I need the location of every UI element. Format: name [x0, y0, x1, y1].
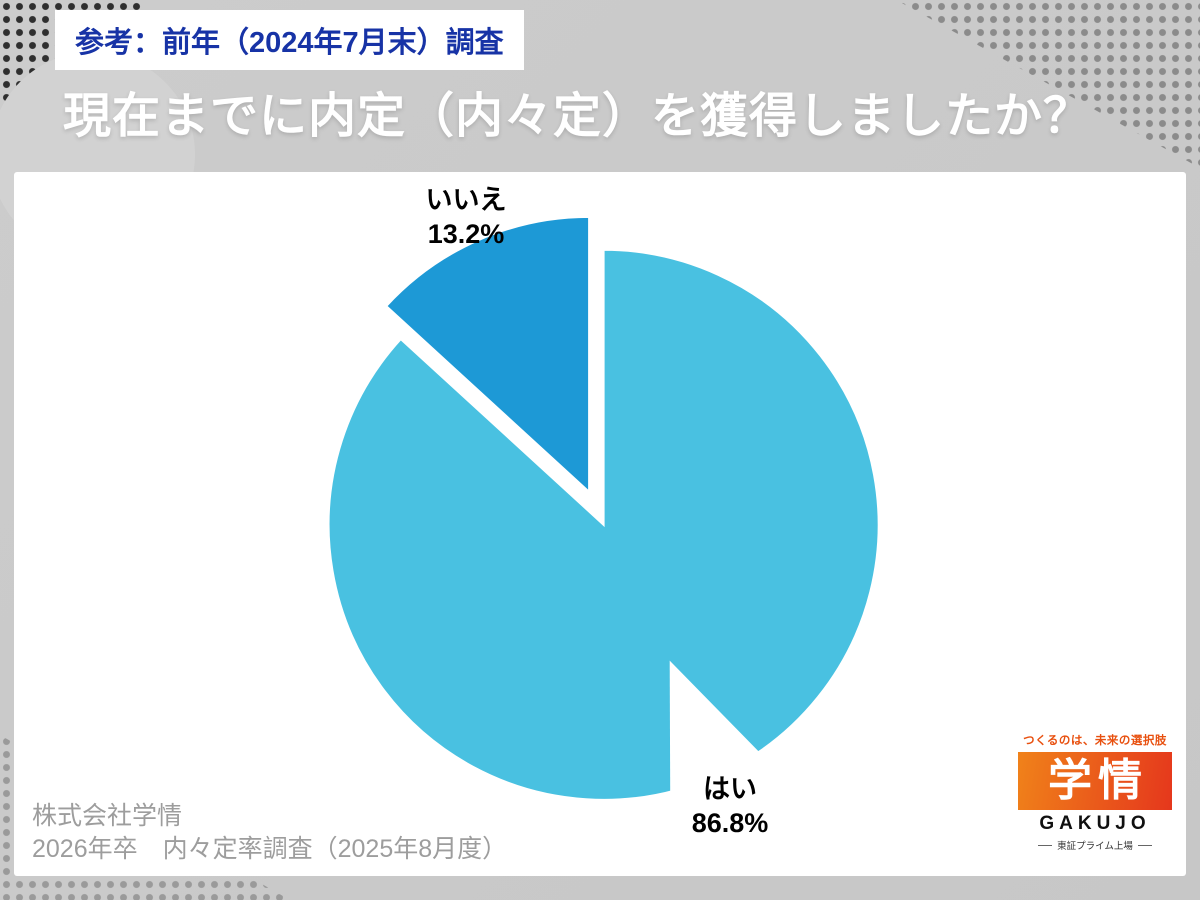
- pie-label-no: いいえ 13.2%: [366, 184, 566, 252]
- survey-footnote: 株式会社学情 2026年卒 内々定率調査（2025年8月度）: [32, 800, 507, 866]
- pie-label-no-text: いいえ: [425, 185, 507, 215]
- gakujo-logo: つくるのは、未来の選択肢 学情 GAKUJO 東証プライム上場: [1018, 732, 1172, 852]
- survey-name: 2026年卒 内々定率調査（2025年8月度）: [32, 835, 508, 863]
- logo-note-text: 東証プライム上場: [1057, 841, 1133, 852]
- logo-note-rule-left: [1038, 844, 1053, 846]
- pie-label-no-value: 13.2%: [427, 218, 505, 249]
- pie-label-yes-value: 86.8%: [691, 807, 769, 838]
- pie-label-yes: はい 86.8%: [630, 773, 830, 841]
- chart-card: いいえ 13.2% はい 86.8% 株式会社学情 2026年卒 内々定率調査（…: [14, 172, 1186, 876]
- logo-listing-note: 東証プライム上場: [1018, 838, 1172, 852]
- reference-badge: 参考：前年（2024年7月末）調査: [55, 10, 524, 70]
- logo-brand-romaji: GAKUJO: [1039, 813, 1151, 834]
- logo-tagline: つくるのは、未来の選択肢: [1023, 735, 1167, 747]
- pie-chart: [327, 215, 880, 819]
- reference-badge-label: 参考：前年（2024年7月末）調査: [75, 27, 504, 59]
- company-name: 株式会社学情: [32, 802, 183, 830]
- page-title: 現在までに内定（内々定）を獲得しましたか？: [63, 90, 1093, 143]
- logo-brand-mark: 学情: [1018, 752, 1172, 810]
- pie-label-yes-text: はい: [703, 774, 757, 804]
- logo-note-rule-right: [1137, 844, 1152, 846]
